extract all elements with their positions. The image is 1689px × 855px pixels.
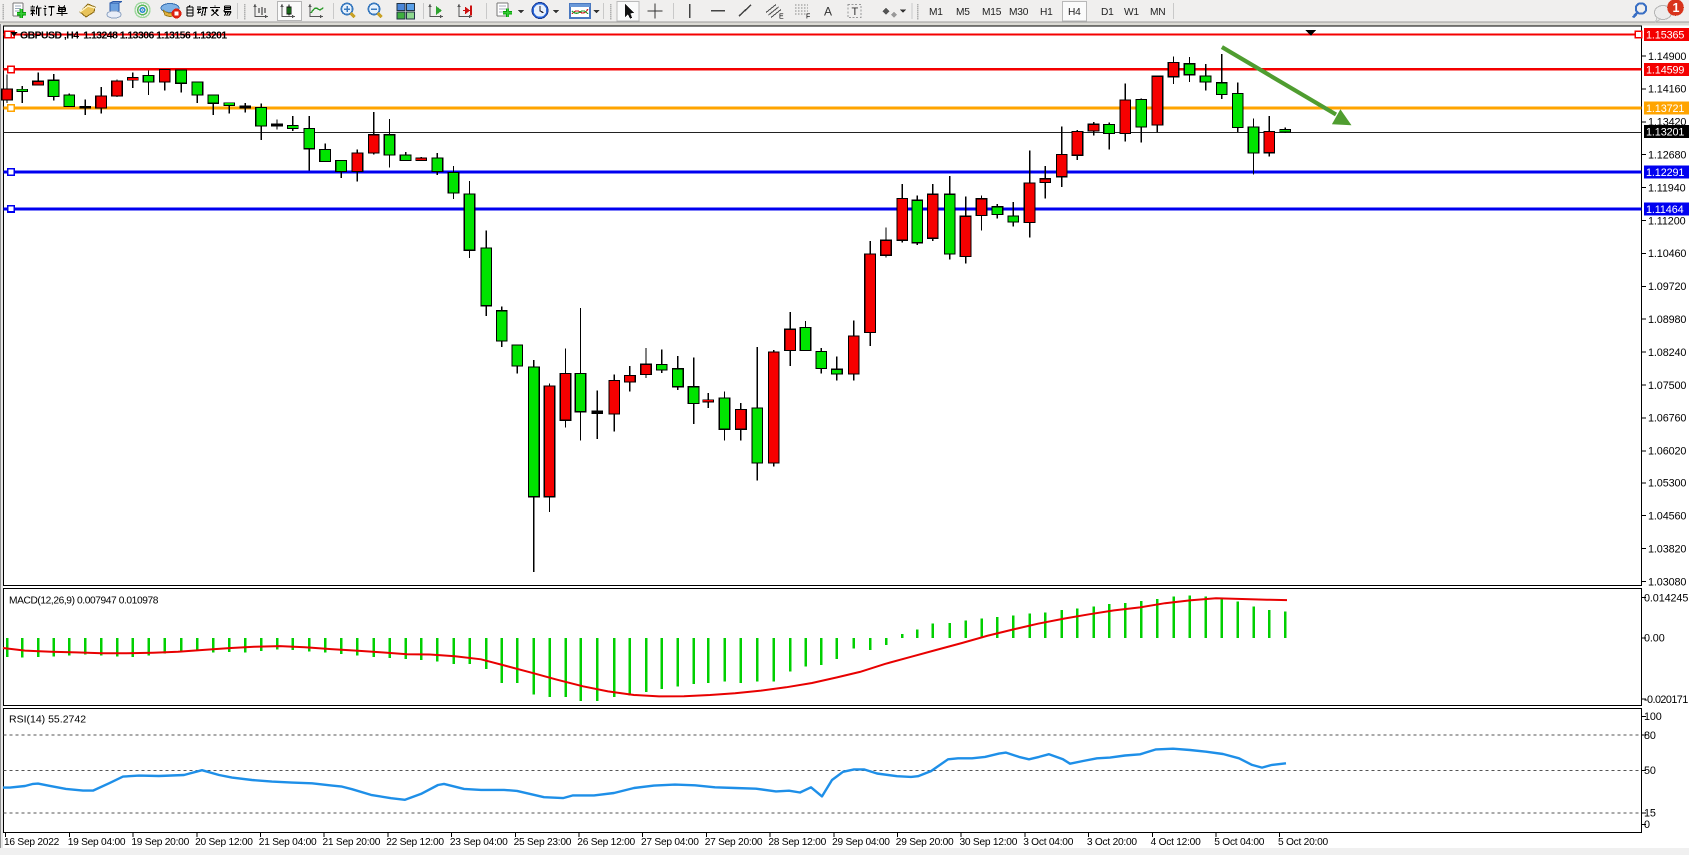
svg-text:0.014245: 0.014245 [1644,593,1688,605]
svg-text:1.14599: 1.14599 [1646,64,1684,76]
svg-text:1.06760: 1.06760 [1648,413,1686,425]
svg-text:5 Oct 04:00: 5 Oct 04:00 [1214,837,1265,848]
svg-text:27 Sep 04:00: 27 Sep 04:00 [641,837,699,848]
svg-text:D1: D1 [1101,7,1114,18]
svg-text:A: A [824,5,832,19]
svg-text:M5: M5 [956,7,970,18]
svg-text:H4: H4 [1068,7,1081,18]
svg-text:1.03820: 1.03820 [1648,543,1686,555]
svg-text:W1: W1 [1124,7,1139,18]
svg-text:1.15365: 1.15365 [1646,30,1684,42]
svg-text:MN: MN [1150,7,1165,18]
svg-text:3 Oct 20:00: 3 Oct 20:00 [1087,837,1138,848]
svg-text:29 Sep 20:00: 29 Sep 20:00 [896,837,954,848]
svg-text:1.14900: 1.14900 [1648,51,1686,63]
svg-text:1.08980: 1.08980 [1648,314,1686,326]
svg-text:M15: M15 [982,7,1002,18]
svg-text:28 Sep 12:00: 28 Sep 12:00 [768,837,826,848]
svg-text:50: 50 [1644,765,1656,777]
svg-text:1.06020: 1.06020 [1648,446,1686,458]
svg-text:1.09720: 1.09720 [1648,281,1686,293]
svg-text:H1: H1 [1040,7,1053,18]
svg-text:23 Sep 04:00: 23 Sep 04:00 [450,837,508,848]
svg-text:1.12680: 1.12680 [1648,150,1686,162]
svg-text:M30: M30 [1009,7,1029,18]
svg-text:1.11464: 1.11464 [1646,204,1684,216]
svg-text:5 Oct 20:00: 5 Oct 20:00 [1278,837,1329,848]
svg-text:1.11200: 1.11200 [1648,215,1686,227]
svg-text:30 Sep 12:00: 30 Sep 12:00 [960,837,1018,848]
svg-text:1.05300: 1.05300 [1648,478,1686,490]
svg-text:80: 80 [1644,730,1656,742]
svg-text:25 Sep 23:00: 25 Sep 23:00 [514,837,572,848]
svg-text:0.00: 0.00 [1644,633,1665,645]
svg-text:E: E [779,14,784,21]
svg-text:1.14160: 1.14160 [1648,84,1686,96]
svg-text:1.08240: 1.08240 [1648,347,1686,359]
svg-text:0: 0 [1644,819,1650,831]
svg-text:1.03080: 1.03080 [1648,576,1686,588]
svg-text:F: F [806,14,810,21]
svg-text:T: T [852,6,859,18]
svg-text:1.04560: 1.04560 [1648,511,1686,523]
svg-text:15: 15 [1644,808,1656,820]
svg-text:3 Oct 04:00: 3 Oct 04:00 [1023,837,1074,848]
svg-text:1: 1 [1673,1,1680,15]
svg-text:1.11940: 1.11940 [1648,182,1686,194]
svg-text:19 Sep 04:00: 19 Sep 04:00 [68,837,126,848]
svg-text:19 Sep 20:00: 19 Sep 20:00 [131,837,189,848]
svg-text:21 Sep 04:00: 21 Sep 04:00 [259,837,317,848]
svg-text:MACD(12,26,9) 0.007947 0.01097: MACD(12,26,9) 0.007947 0.010978 [9,596,159,607]
svg-text:29 Sep 04:00: 29 Sep 04:00 [832,837,890,848]
svg-text:1.07500: 1.07500 [1648,380,1686,392]
svg-text:1.13201: 1.13201 [1646,127,1684,139]
svg-text:1.13721: 1.13721 [1646,103,1684,115]
svg-text:GBPUSD ,H4 1.13248 1.13306 1.: GBPUSD ,H4 1.13248 1.13306 1.13156 1.132… [20,31,227,42]
svg-text:27 Sep 20:00: 27 Sep 20:00 [705,837,763,848]
svg-text:16 Sep 2022: 16 Sep 2022 [4,837,60,848]
svg-text:26 Sep 12:00: 26 Sep 12:00 [577,837,635,848]
svg-text:21 Sep 20:00: 21 Sep 20:00 [323,837,381,848]
svg-text:-0.020171: -0.020171 [1644,694,1688,706]
svg-text:M1: M1 [929,7,943,18]
svg-text:20 Sep 12:00: 20 Sep 12:00 [195,837,253,848]
svg-text:1.10460: 1.10460 [1648,248,1686,260]
svg-text:1.12291: 1.12291 [1646,167,1684,179]
svg-text:100: 100 [1644,711,1662,723]
svg-text:22 Sep 12:00: 22 Sep 12:00 [386,837,444,848]
svg-text:4 Oct 12:00: 4 Oct 12:00 [1151,837,1202,848]
svg-text:RSI(14) 55.2742: RSI(14) 55.2742 [9,714,86,726]
